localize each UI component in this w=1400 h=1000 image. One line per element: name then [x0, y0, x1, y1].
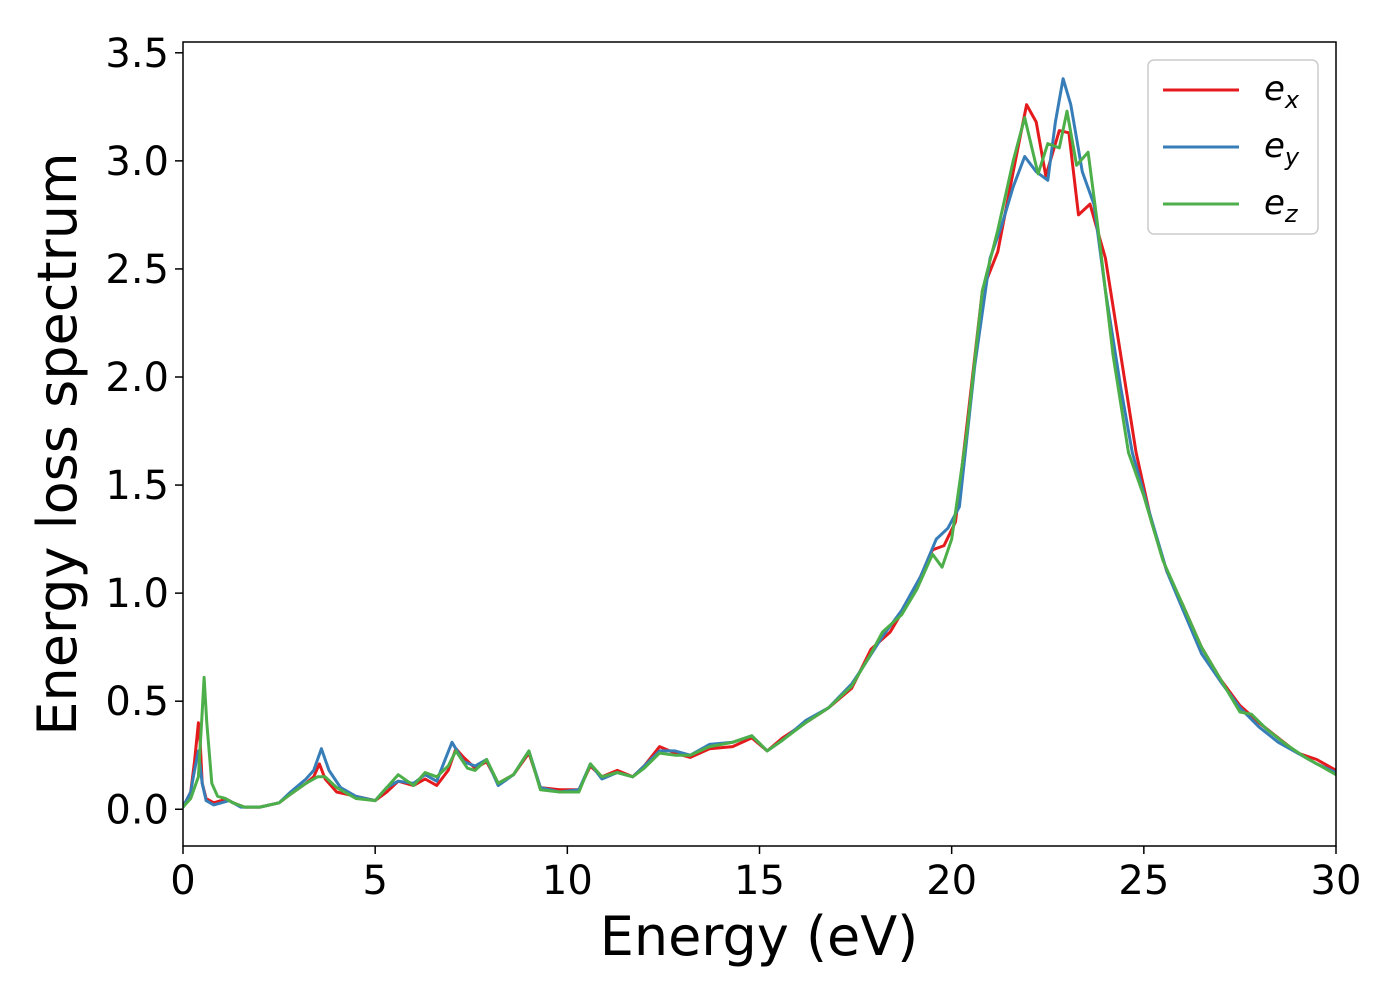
legend-label-e_z: ez [1264, 183, 1299, 228]
series-layer [183, 77, 1336, 809]
y-axis-ticks: 0.0 0.5 1.0 1.5 2.0 2.5 3.0 3.5 [105, 31, 183, 833]
x-axis-label: Energy (eV) [600, 905, 919, 968]
x-tick-label: 0 [170, 858, 195, 904]
y-axis-label: Energy loss spectrum [26, 152, 89, 735]
y-tick-label: 1.5 [105, 463, 169, 509]
legend-label-e_y: ey [1264, 126, 1300, 171]
legend: ex ey ez [1147, 59, 1319, 235]
y-tick-label: 0.0 [105, 787, 169, 833]
x-tick-label: 30 [1311, 858, 1362, 904]
y-tick-label: 0.5 [105, 679, 169, 725]
legend-label-e_x: ex [1264, 69, 1300, 114]
x-tick-label: 20 [926, 858, 977, 904]
x-tick-label: 10 [542, 858, 593, 904]
x-tick-label: 5 [362, 858, 387, 904]
x-axis-ticks: 0 5 10 15 20 25 30 [170, 846, 1361, 904]
y-tick-label: 3.0 [105, 139, 169, 185]
x-tick-label: 25 [1118, 858, 1169, 904]
x-tick-label: 15 [734, 858, 785, 904]
y-tick-label: 1.0 [105, 571, 169, 617]
y-tick-label: 3.5 [105, 31, 169, 77]
series-line-e_z [183, 109, 1336, 809]
y-tick-label: 2.0 [105, 355, 169, 401]
y-tick-label: 2.5 [105, 247, 169, 293]
